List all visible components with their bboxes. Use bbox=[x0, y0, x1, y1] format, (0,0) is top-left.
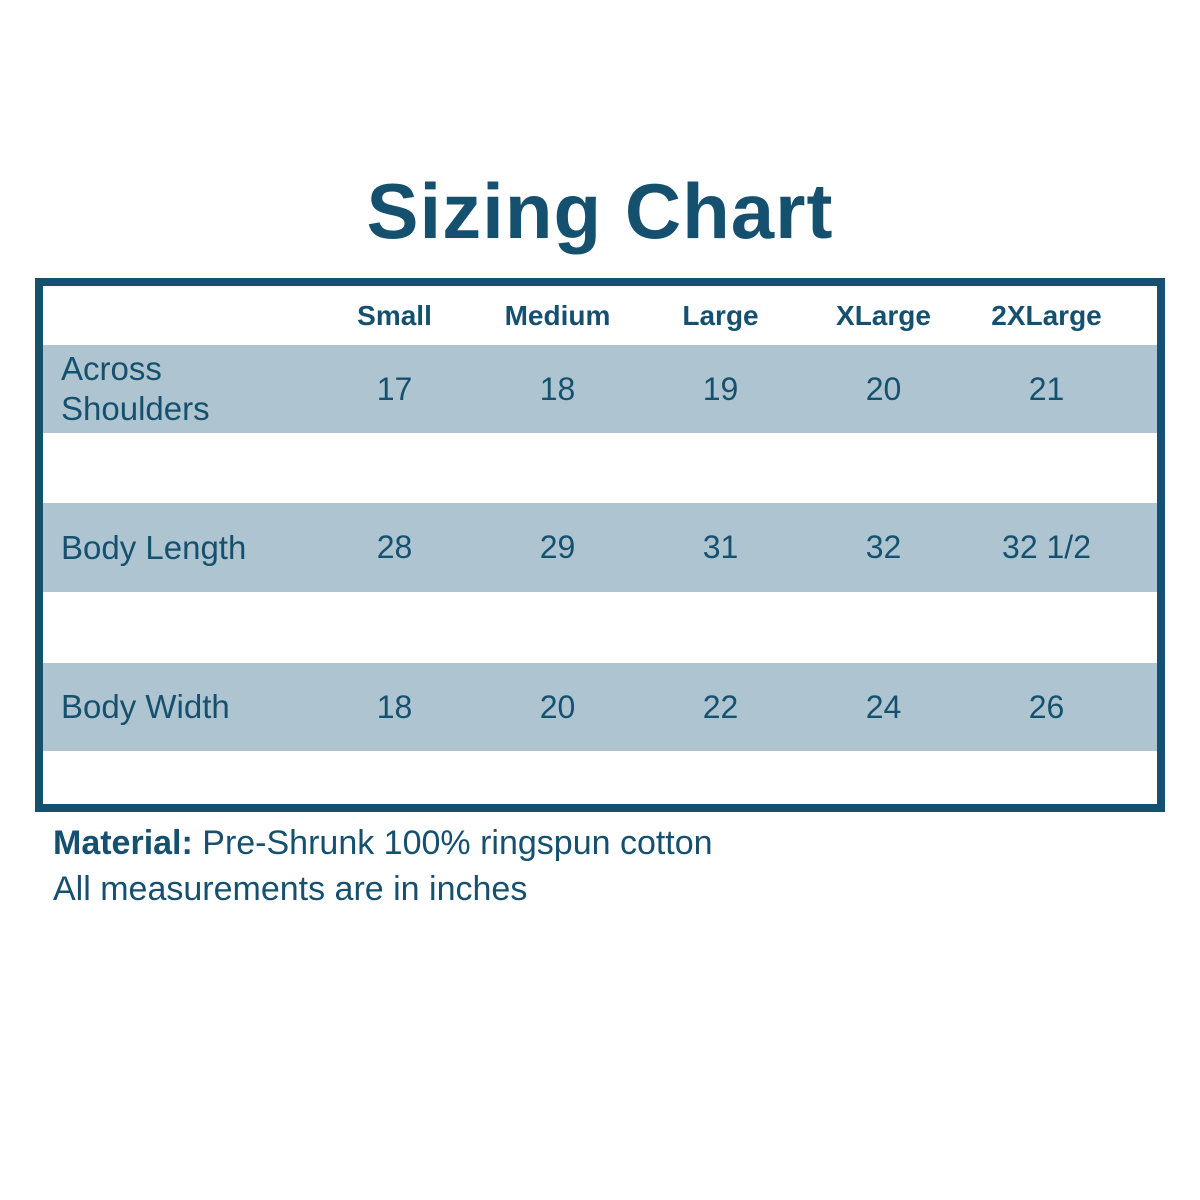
table-cell: 26 bbox=[1028, 688, 1065, 725]
table-row-body-width: Body Width 18 20 22 24 26 bbox=[43, 663, 1157, 751]
page-title: Sizing Chart bbox=[366, 167, 834, 255]
row-spacer bbox=[43, 592, 1157, 663]
table-cell: 29 bbox=[539, 529, 576, 565]
measurement-note: All measurements are in inches bbox=[53, 870, 528, 908]
table-cell: 18 bbox=[376, 688, 413, 725]
table-cell: 17 bbox=[376, 370, 413, 407]
table-cell: 31 bbox=[702, 529, 739, 565]
table-cell: 32 bbox=[865, 529, 902, 565]
table-bottom-spacer bbox=[43, 751, 1157, 804]
row-spacer bbox=[43, 433, 1157, 503]
material-label: Material: bbox=[53, 824, 193, 862]
footer: Material: Pre-Shrunk 100% ringspun cotto… bbox=[53, 820, 713, 912]
column-header-xlarge: XLarge bbox=[836, 299, 931, 331]
table-row-body-length: Body Length 28 29 31 32 32 1/2 bbox=[43, 503, 1157, 592]
table-cell: 18 bbox=[539, 370, 576, 407]
column-header-large: Large bbox=[682, 299, 759, 331]
row-label: Body Length bbox=[61, 528, 247, 566]
table-cell: 20 bbox=[539, 688, 576, 725]
material-value: Pre-Shrunk 100% ringspun cotton bbox=[192, 824, 713, 862]
table-row-across-shoulders: Across Shoulders 17 18 19 20 21 bbox=[43, 345, 1157, 433]
table-cell: 24 bbox=[865, 688, 902, 725]
row-label: Body Width bbox=[61, 688, 230, 725]
table-cell: 20 bbox=[865, 370, 902, 407]
table-header-row: Small Medium Large XLarge 2XLarge bbox=[43, 286, 1157, 345]
table-cell: 19 bbox=[702, 370, 739, 407]
column-header-small: Small bbox=[357, 299, 432, 331]
table-cell: 32 1/2 bbox=[1002, 529, 1091, 565]
sizing-table: Small Medium Large XLarge 2XLarge Across… bbox=[35, 278, 1165, 812]
table-cell: 21 bbox=[1028, 370, 1065, 407]
column-header-2xlarge: 2XLarge bbox=[991, 299, 1102, 331]
column-header-medium: Medium bbox=[504, 299, 611, 331]
row-label: Across Shoulders bbox=[61, 350, 210, 427]
material-info: Material: Pre-Shrunk 100% ringspun cotto… bbox=[53, 820, 713, 866]
table-cell: 28 bbox=[376, 529, 413, 565]
table-cell: 22 bbox=[702, 688, 739, 725]
